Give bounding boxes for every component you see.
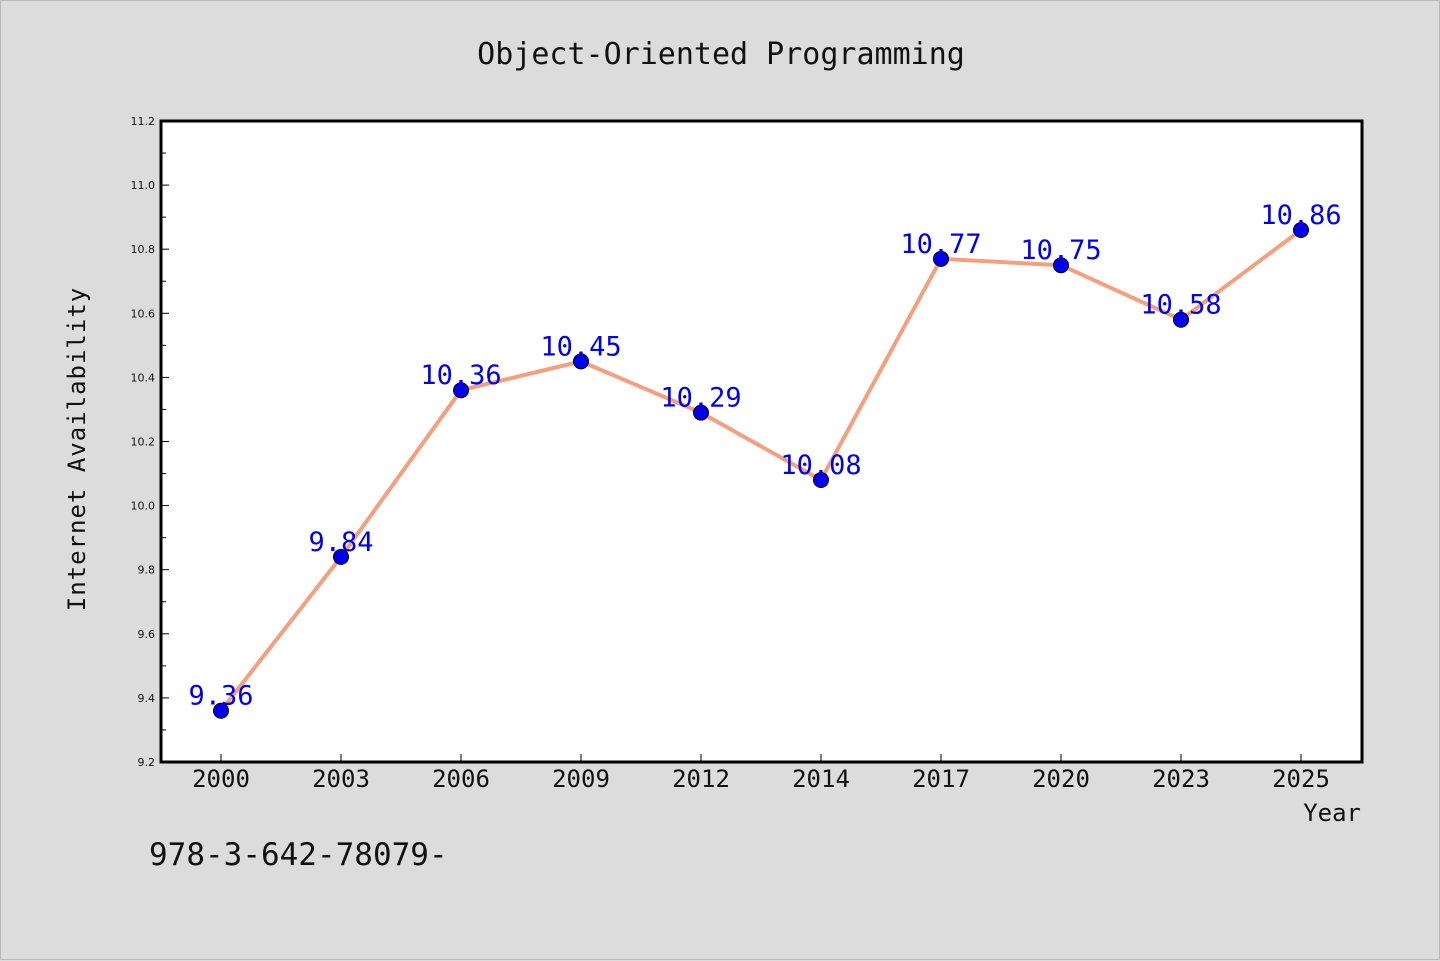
x-tick-label: 2025 <box>1272 765 1330 793</box>
data-point <box>573 353 589 370</box>
data-label: 9.36 <box>188 681 253 712</box>
data-point <box>933 250 949 267</box>
x-tick-label: 2023 <box>1152 765 1210 793</box>
x-axis-label: Year <box>1303 799 1361 827</box>
data-label: 10.86 <box>1260 200 1341 231</box>
y-tick-label: 10.8 <box>131 243 156 256</box>
y-tick-label: 9.4 <box>138 692 156 705</box>
data-point <box>213 702 229 719</box>
y-axis-ticks: 9.2 9.4 9.6 9.8 10.0 10.2 10.4 10.6 10.8 11.0 11.2 <box>131 115 169 769</box>
x-tick-label: 2012 <box>672 765 730 793</box>
y-tick-label: 9.6 <box>138 628 156 641</box>
data-label: 10.29 <box>660 383 741 414</box>
y-tick-label: 10.2 <box>131 436 156 449</box>
data-point <box>1293 221 1309 238</box>
x-tick-label: 2003 <box>312 765 370 793</box>
data-point <box>1173 311 1189 328</box>
series-line <box>219 227 1303 713</box>
data-label: 10.58 <box>1140 290 1221 321</box>
x-tick-label: 2020 <box>1032 765 1090 793</box>
data-label: 10.45 <box>540 331 621 362</box>
data-labels: 9.36 9.84 10.36 10.45 10.29 10.08 10.77 10.75 10… <box>188 200 1341 712</box>
chart-title: Object-Oriented Programming <box>477 37 965 72</box>
y-axis-label: Internet Availability <box>63 287 91 611</box>
series-group <box>213 221 1309 719</box>
data-label: 10.08 <box>780 450 861 481</box>
data-label: 10.75 <box>1020 235 1101 266</box>
x-tick-label: 2000 <box>192 765 250 793</box>
data-point <box>693 404 709 421</box>
data-point <box>813 471 829 488</box>
y-tick-label: 11.2 <box>131 115 156 128</box>
y-tick-label: 10.6 <box>131 307 156 320</box>
data-point <box>1053 257 1069 274</box>
y-tick-label: 10.0 <box>131 500 156 513</box>
y-tick-label: 11.0 <box>131 179 156 192</box>
data-label: 9.84 <box>308 527 373 558</box>
y-tick-label: 9.2 <box>138 756 156 769</box>
x-tick-label: 2014 <box>792 765 850 793</box>
plot-frame <box>159 119 1364 764</box>
data-point <box>333 548 349 565</box>
x-tick-label: 2009 <box>552 765 610 793</box>
y-tick-label: 9.8 <box>138 564 156 577</box>
x-tick-label: 2006 <box>432 765 490 793</box>
plot-area <box>161 121 1362 762</box>
x-axis-ticks: 2000 2003 2006 2009 2012 2014 2017 2020 2023 2025 <box>192 754 1330 793</box>
isbn-annotation: 978-3-642-78079- <box>149 837 448 873</box>
y-tick-label: 10.4 <box>131 371 156 384</box>
data-label: 10.36 <box>420 360 501 391</box>
data-point <box>453 382 469 399</box>
data-label: 10.77 <box>900 229 981 260</box>
x-tick-label: 2017 <box>912 765 970 793</box>
